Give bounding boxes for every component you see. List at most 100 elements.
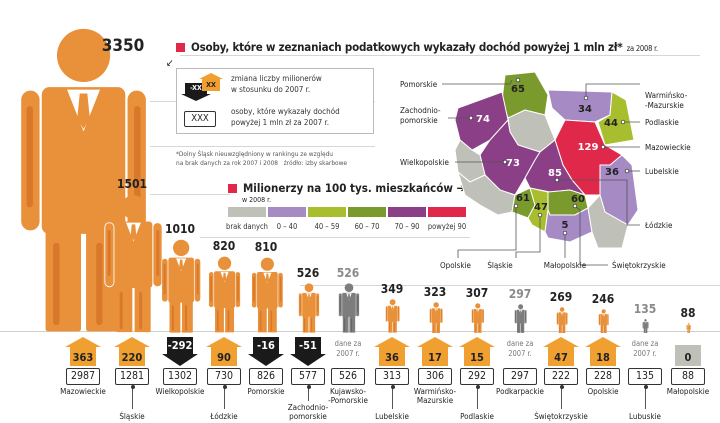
arrow-head	[65, 337, 101, 347]
arrow-head	[543, 337, 579, 347]
legend-swatch	[348, 207, 386, 217]
arrow-head	[248, 354, 284, 366]
value-2008-label: 820	[212, 239, 236, 254]
up-arrow-icon: 36	[374, 337, 410, 366]
value-2007-box: 222	[544, 368, 578, 385]
map-density-value: 85	[548, 168, 562, 179]
map-density-value: 65	[511, 84, 525, 95]
region-name: Mazowieckie	[60, 387, 106, 396]
arrow-body	[211, 347, 237, 366]
no-data-note: dane za 2007 r.	[631, 339, 659, 358]
map-region-label: Pomorskie	[400, 80, 438, 89]
arrow-body	[167, 337, 193, 354]
arrow-head	[114, 337, 150, 347]
divider	[150, 194, 230, 195]
arrow-head	[290, 354, 326, 366]
person-figure-icon	[338, 283, 360, 333]
map-region	[587, 194, 629, 249]
person-figure-icon	[686, 323, 692, 333]
region-name: Warmińsko- Mazurskie	[413, 387, 457, 405]
map-region-label: Mazowieckie	[645, 143, 691, 152]
legend-swatch	[308, 207, 346, 217]
title-year: za 2008 r.	[626, 44, 659, 53]
arrow-body	[253, 337, 279, 354]
legend-swatch	[228, 207, 266, 217]
change-value: -51	[299, 339, 317, 352]
person-figure-icon	[161, 239, 201, 333]
map-density-value: 73	[506, 158, 520, 169]
arrow-body	[548, 347, 574, 366]
legend-swatch	[268, 207, 306, 217]
value-2007-box: 313	[375, 368, 409, 385]
person-figure-icon	[642, 318, 649, 333]
person-figure-icon	[385, 299, 401, 333]
down-arrow-icon: -51	[290, 337, 326, 366]
map-density-value: 61	[516, 193, 530, 204]
map-region-label: Małopolskie	[544, 261, 587, 270]
person-figure-icon	[298, 283, 320, 333]
poland-map: 65 Pomorskie 74 Zachodnio-pomorskie 34 Warmiń…	[400, 71, 691, 270]
legend-box-text: powyżej 1 mln zł za 2007 r.	[231, 118, 330, 127]
map-leader-line	[585, 83, 640, 98]
map-density-value: 129	[578, 142, 599, 153]
map-region-label: Lubelskie	[645, 167, 679, 176]
person-figure-icon	[429, 301, 443, 333]
map-region-label: Podlaskie	[645, 118, 679, 127]
value-2008-label: 1501	[116, 177, 148, 192]
region-name: Śląskie	[119, 412, 145, 421]
value-2008-label: 526	[296, 266, 320, 281]
map-dot	[620, 119, 626, 125]
legend-swatch-label: 0 – 40	[276, 222, 298, 231]
legend-change-text: w stosunku do 2007 r.	[231, 85, 311, 94]
baseline	[0, 331, 720, 332]
value-2007-box: 228	[586, 368, 620, 385]
up-arrow-sample-icon: XX	[199, 73, 223, 91]
legend-swatch	[428, 207, 466, 217]
value-2008-label: 307	[465, 286, 489, 301]
person-figure-icon	[208, 256, 242, 333]
down-arrow-icon: -292	[162, 337, 198, 366]
value-2007-box: 135	[628, 368, 662, 385]
arrow-body	[590, 347, 616, 366]
value-2008-label: 323	[423, 284, 447, 299]
down-arrow-sample-label: -XX	[185, 83, 207, 94]
value-2007-box: 826	[249, 368, 283, 385]
density-title-text: Milionerzy na 100 tys. mieszkańców	[243, 181, 453, 195]
map-leader-line	[515, 215, 541, 258]
legend-box: -XX XX zmiana liczby milionerów w stosunk…	[176, 68, 374, 134]
legend-swatch-label: 40 – 59	[314, 222, 340, 231]
footnote-line: *Dolny Śląsk nieuwzględniony w rankingu …	[176, 150, 333, 158]
map-region-label: Wielkopolskie	[400, 158, 450, 167]
value-2007-box: 306	[418, 368, 452, 385]
arrow-head	[417, 337, 453, 347]
value-2007-box: 292	[460, 368, 494, 385]
leader-line	[559, 385, 564, 409]
no-data-note: dane za 2007 r.	[334, 339, 362, 358]
map-region-label: Zachodnio-pomorskie	[400, 106, 441, 125]
legend-change-text: zmiana liczby milionerów	[231, 74, 322, 83]
source-note: źródło: izby skarbowe	[283, 159, 347, 167]
red-square-icon	[176, 43, 185, 52]
map-density-value: 47	[534, 202, 548, 213]
up-arrow-sample-label: XX	[202, 79, 220, 91]
map-region-label: Łódzkie	[644, 220, 673, 230]
legend-swatch-label: 60 – 70	[354, 222, 380, 231]
legend-swatch-label: brak danych	[226, 222, 268, 231]
leader-line	[475, 385, 480, 409]
value-2008-label: 269	[549, 289, 573, 304]
value-2007-box: 577	[291, 368, 325, 385]
region-name: Wielkopolskie	[155, 387, 205, 396]
change-value: 90	[217, 351, 231, 364]
change-value: 17	[428, 351, 442, 364]
leader-line	[222, 385, 227, 409]
region-name: Małopolskie	[666, 387, 710, 396]
map-dot	[554, 177, 560, 183]
arrow-right-icon: ➔	[456, 181, 466, 195]
region-name: Łódzkie	[210, 412, 238, 421]
change-value: -292	[167, 339, 193, 352]
map-leader-line	[442, 79, 513, 85]
footnote-line: na brak danych za rok 2007 i 2008	[176, 159, 279, 167]
arrow-body	[379, 347, 405, 366]
arrow-head	[162, 354, 198, 366]
map-dot	[624, 168, 630, 174]
